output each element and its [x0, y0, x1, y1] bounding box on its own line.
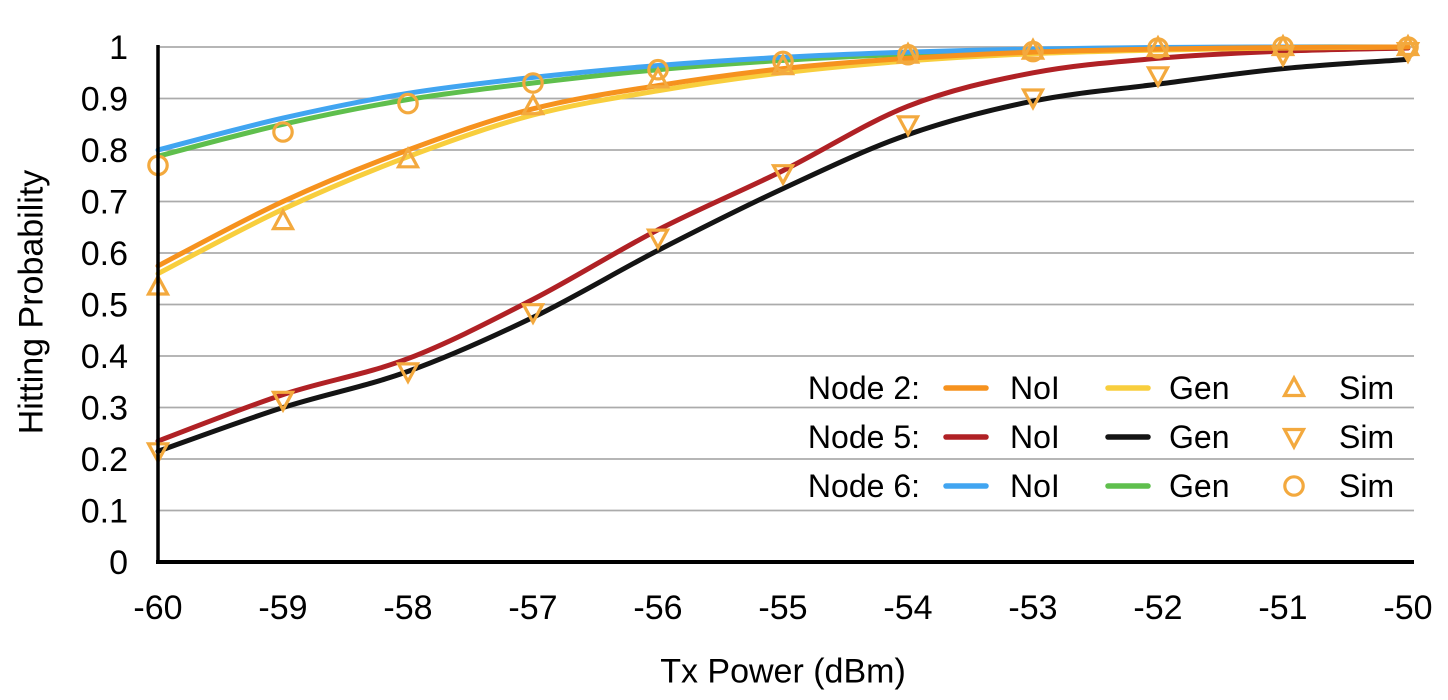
x-tick-label: -50: [1383, 589, 1432, 627]
marker-node-6-sim: [647, 58, 669, 81]
marker-node-2-sim: [270, 207, 296, 231]
x-tick-label: -51: [1258, 589, 1307, 627]
marker-node-2-sim: [520, 92, 546, 116]
marker-node-5-sim: [520, 303, 546, 326]
marker-node-6-sim: [1397, 36, 1419, 58]
marker-node-6-sim: [397, 92, 419, 115]
legend-entry-label: NoI: [1010, 468, 1060, 504]
y-tick-label: 0: [109, 544, 128, 582]
legend-swatch-node-2-sim: [1281, 374, 1307, 398]
legend-entry-label: Gen: [1169, 468, 1229, 504]
marker-node-5-sim: [1145, 66, 1171, 89]
y-axis-title: Hitting Probability: [12, 169, 51, 435]
y-tick-label: 0.5: [81, 287, 128, 325]
x-tick-label: -57: [508, 589, 557, 627]
marker-node-6-sim: [772, 50, 794, 73]
y-tick-label: 0.9: [81, 81, 128, 119]
marker-node-5-sim: [395, 362, 421, 385]
marker-node-5-sim: [270, 390, 296, 414]
series-line-node-2-gen: [155, 44, 1411, 277]
legend-entry-label: NoI: [1010, 370, 1060, 406]
y-tick-label: 1: [109, 29, 128, 67]
x-tick-label: -58: [383, 589, 432, 627]
y-tick-label: 0.4: [81, 338, 128, 376]
x-tick-label: -54: [883, 589, 932, 627]
x-tick-label: -53: [1008, 589, 1057, 627]
series-line-node-5-gen: [155, 56, 1411, 454]
marker-node-6-sim: [1147, 37, 1169, 59]
marker-node-6-sim: [897, 43, 919, 66]
legend-swatch-node-5-sim: [1281, 427, 1307, 451]
legend-entry-label: Sim: [1339, 419, 1394, 455]
legend-entry-label: Gen: [1169, 370, 1229, 406]
series-line-node-6-gen: [155, 44, 1411, 159]
legend-entry-label: NoI: [1010, 419, 1060, 455]
y-tick-label: 0.7: [81, 184, 128, 222]
marker-node-5-sim: [645, 228, 671, 251]
marker-node-6-sim: [1022, 40, 1044, 63]
legend-group-label: Node 5:: [808, 419, 920, 455]
legend-group-label: Node 6:: [808, 468, 920, 504]
y-tick-label: 0.2: [81, 441, 128, 479]
marker-node-5-sim: [1395, 42, 1421, 65]
marker-node-5-sim: [1020, 88, 1046, 111]
legend-group-label: Node 2:: [808, 370, 920, 406]
x-tick-label: -52: [1133, 589, 1182, 627]
marker-node-5-sim: [770, 164, 796, 187]
y-tick-label: 0.1: [81, 493, 128, 531]
marker-node-2-sim: [1145, 34, 1171, 58]
marker-node-2-sim: [1395, 33, 1421, 57]
marker-node-2-sim: [395, 145, 421, 169]
x-axis-title: Tx Power (dBm): [660, 652, 906, 691]
y-tick-label: 0.6: [81, 235, 128, 273]
marker-node-2-sim: [1020, 37, 1046, 60]
y-tick-label: 0.8: [81, 132, 128, 170]
marker-node-6-sim: [1272, 36, 1294, 58]
legend-swatch-node-6-sim: [1283, 475, 1305, 497]
series-line-node-5-noi: [155, 45, 1411, 444]
marker-node-5-sim: [895, 115, 921, 138]
series-line-node-2-noi: [155, 44, 1411, 269]
x-tick-label: -60: [133, 589, 182, 627]
x-tick-label: -59: [258, 589, 307, 627]
legend-entry-label: Gen: [1169, 419, 1229, 455]
legend-entry-label: Sim: [1339, 370, 1394, 406]
x-tick-label: -56: [633, 589, 682, 627]
marker-node-6-sim: [522, 72, 544, 94]
marker-node-2-sim: [770, 52, 796, 76]
x-tick-label: -55: [758, 589, 807, 627]
y-tick-label: 0.3: [81, 390, 128, 428]
marker-node-6-sim: [272, 121, 294, 143]
legend-entry-label: Sim: [1339, 468, 1394, 504]
marker-node-2-sim: [895, 41, 921, 64]
